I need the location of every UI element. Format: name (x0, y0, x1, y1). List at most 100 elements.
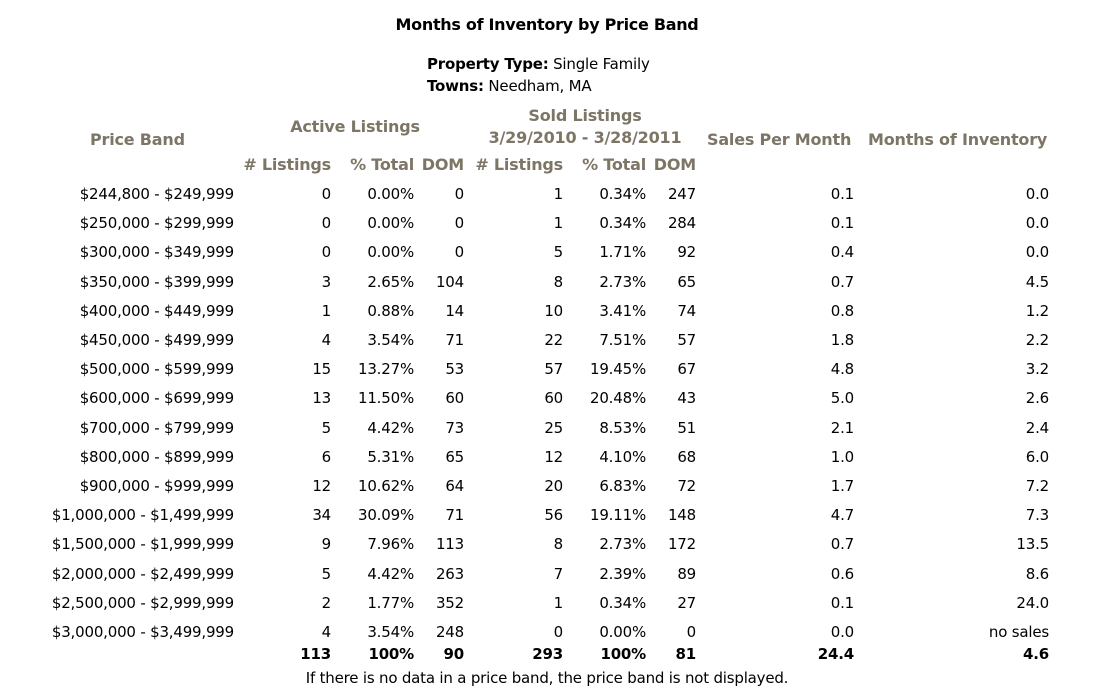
cell-months-of-inventory: 6.0 (1025, 447, 1049, 466)
cell-active-pct-total: 1.77% (367, 593, 414, 612)
header-sales-per-month: Sales Per Month (707, 130, 852, 149)
cell-months-of-inventory: 2.2 (1025, 331, 1049, 349)
cell-sold-pct-total: 19.11% (590, 506, 646, 525)
cell-price-band: $450,000 - $499,999 (79, 331, 234, 349)
cell-sold-dom: 57 (677, 331, 696, 349)
total-active-pct-total: 100% (368, 645, 414, 663)
cell-active-dom: 71 (445, 331, 464, 349)
cell-active-dom: 14 (445, 301, 464, 320)
cell-months-of-inventory: 2.6 (1025, 389, 1049, 408)
cell-active-dom: 352 (435, 593, 464, 612)
header-active-listings-count: # Listings (243, 155, 331, 174)
header-months-of-inventory: Months of Inventory (868, 130, 1048, 149)
cell-sold-listings: 8 (553, 272, 564, 291)
total-sold-pct-total: 100% (600, 645, 646, 663)
cell-sales-per-month: 1.8 (830, 331, 854, 349)
report-title: Months of Inventory by Price Band (395, 15, 699, 34)
cell-months-of-inventory: 0.0 (1025, 243, 1049, 262)
header-sold-dom: DOM (653, 155, 696, 174)
header-sold-date-range: 3/29/2010 - 3/28/2011 (488, 128, 682, 147)
cell-months-of-inventory: 0.0 (1025, 214, 1049, 233)
cell-active-dom: 71 (445, 506, 464, 525)
cell-sold-dom: 67 (677, 360, 696, 379)
cell-active-dom: 0 (454, 214, 465, 233)
cell-active-pct-total: 0.00% (367, 185, 414, 203)
header-active-dom: DOM (421, 155, 464, 174)
header-active-pct-total: % Total (350, 155, 414, 174)
cell-months-of-inventory: no sales (988, 623, 1049, 641)
cell-active-pct-total: 4.42% (367, 418, 414, 437)
cell-active-pct-total: 13.27% (358, 360, 414, 379)
cell-sold-dom: 51 (677, 418, 696, 437)
cell-active-listings: 1 (321, 301, 332, 320)
cell-sold-listings: 8 (553, 535, 564, 554)
cell-sold-pct-total: 3.41% (599, 301, 646, 320)
header-sold-listings-count: # Listings (475, 155, 563, 174)
cell-active-pct-total: 7.96% (367, 535, 414, 554)
cell-sold-pct-total: 4.10% (599, 447, 646, 466)
total-sales-per-month: 24.4 (817, 645, 854, 663)
cell-active-dom: 0 (454, 243, 465, 262)
cell-months-of-inventory: 13.5 (1016, 535, 1049, 554)
cell-price-band: $2,000,000 - $2,499,999 (51, 564, 234, 583)
cell-active-pct-total: 0.88% (367, 301, 414, 320)
header-price-band: Price Band (90, 130, 185, 149)
cell-months-of-inventory: 8.6 (1025, 564, 1049, 583)
cell-active-listings: 6 (321, 447, 332, 466)
cell-active-dom: 248 (435, 623, 464, 641)
cell-active-pct-total: 30.09% (358, 506, 414, 525)
total-active-listings: 113 (300, 645, 331, 663)
cell-sold-pct-total: 19.45% (590, 360, 646, 379)
cell-sold-pct-total: 2.39% (599, 564, 646, 583)
cell-active-listings: 15 (312, 360, 331, 379)
cell-sales-per-month: 4.8 (830, 360, 854, 379)
cell-sold-listings: 57 (544, 360, 563, 379)
cell-sales-per-month: 5.0 (830, 389, 854, 408)
cell-active-pct-total: 5.31% (367, 447, 414, 466)
cell-price-band: $900,000 - $999,999 (79, 477, 234, 495)
cell-months-of-inventory: 1.2 (1025, 301, 1049, 320)
cell-active-listings: 4 (321, 623, 332, 641)
cell-sold-pct-total: 0.00% (599, 623, 646, 641)
cell-sales-per-month: 0.7 (830, 272, 854, 291)
cell-sold-listings: 60 (544, 389, 563, 408)
property-type-line: Property Type: Single Family (427, 55, 650, 73)
total-months-of-inventory: 4.6 (1023, 645, 1049, 663)
cell-active-listings: 3 (321, 272, 332, 291)
cell-active-dom: 60 (445, 389, 464, 408)
cell-price-band: $400,000 - $449,999 (79, 301, 234, 320)
cell-sales-per-month: 4.7 (830, 506, 854, 525)
cell-active-listings: 12 (312, 477, 331, 495)
total-sold-dom: 81 (675, 645, 697, 663)
cell-active-dom: 65 (445, 447, 464, 466)
towns-label: Towns: (427, 77, 484, 95)
cell-price-band: $800,000 - $899,999 (79, 447, 234, 466)
cell-active-listings: 13 (312, 389, 331, 408)
cell-sold-listings: 0 (553, 623, 564, 641)
cell-sold-listings: 12 (544, 447, 563, 466)
cell-active-dom: 73 (445, 418, 464, 437)
cell-sales-per-month: 1.7 (830, 477, 854, 495)
cell-active-dom: 64 (445, 477, 464, 495)
cell-months-of-inventory: 3.2 (1025, 360, 1049, 379)
cell-months-of-inventory: 7.3 (1025, 506, 1049, 525)
cell-price-band: $600,000 - $699,999 (79, 389, 234, 408)
cell-price-band: $3,000,000 - $3,499,999 (51, 623, 234, 641)
cell-active-listings: 5 (321, 564, 332, 583)
cell-sold-listings: 25 (544, 418, 563, 437)
cell-sales-per-month: 0.7 (830, 535, 854, 554)
cell-sold-dom: 92 (677, 243, 696, 262)
cell-sold-dom: 72 (677, 477, 696, 495)
cell-active-listings: 34 (312, 506, 331, 525)
cell-active-listings: 0 (321, 185, 332, 203)
cell-sold-dom: 43 (677, 389, 696, 408)
cell-price-band: $300,000 - $349,999 (79, 243, 234, 262)
cell-sold-pct-total: 0.34% (599, 185, 646, 203)
cell-price-band: $244,800 - $249,999 (79, 185, 234, 203)
cell-sold-pct-total: 0.34% (599, 214, 646, 233)
cell-sold-listings: 10 (544, 301, 563, 320)
cell-sold-pct-total: 8.53% (599, 418, 646, 437)
cell-price-band: $2,500,000 - $2,999,999 (51, 593, 234, 612)
cell-sold-dom: 89 (677, 564, 696, 583)
cell-active-pct-total: 2.65% (367, 272, 414, 291)
